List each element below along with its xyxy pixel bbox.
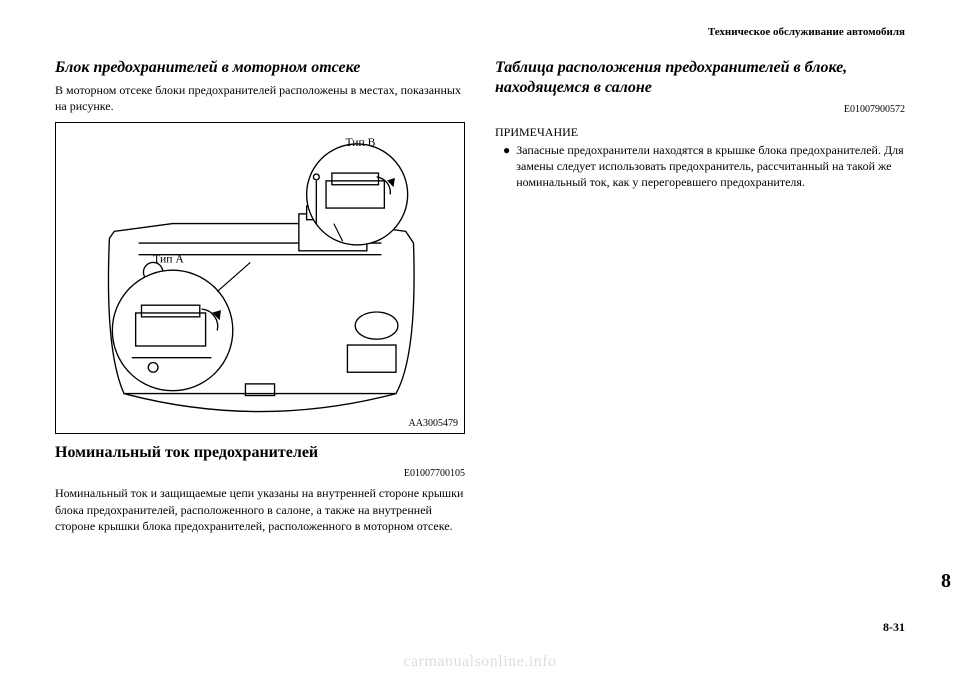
left-doc-id: E01007700105	[55, 468, 465, 479]
left-heading: Блок предохранителей в моторном отсеке	[55, 58, 465, 78]
page-root: Техническое обслуживание автомобиля Блок…	[0, 0, 960, 679]
page-number: 8-31	[883, 620, 905, 635]
note-item: ● Запасные предохранители находятся в кр…	[495, 142, 905, 191]
note-title: ПРИМЕЧАНИЕ	[495, 125, 905, 140]
right-column: Таблица расположения предохранителей в б…	[495, 58, 905, 534]
right-heading: Таблица расположения предохранителей в б…	[495, 58, 905, 98]
left-column: Блок предохранителей в моторном отсеке В…	[55, 58, 465, 534]
running-header: Техническое обслуживание автомобиля	[708, 26, 905, 38]
figure-label-b: Тип B	[345, 136, 375, 149]
left-subheading: Номинальный ток предохранителей	[55, 444, 465, 462]
engine-bay-svg: Тип B	[56, 123, 464, 433]
bullet-icon: ●	[503, 142, 510, 191]
right-doc-id: E01007900572	[495, 104, 905, 115]
chapter-tab: 8	[932, 561, 960, 601]
two-column-layout: Блок предохранителей в моторном отсеке В…	[55, 58, 905, 534]
figure-image-id: AA3005479	[409, 418, 458, 429]
left-intro-text: В моторном отсеке блоки предохранителей …	[55, 82, 465, 114]
engine-bay-figure: Тип B	[55, 122, 465, 434]
watermark-text: carmanualsonline.info	[0, 653, 960, 671]
note-text: Запасные предохранители находятся в крыш…	[516, 142, 905, 191]
left-body-text: Номинальный ток и защищаемые цепи указан…	[55, 485, 465, 534]
figure-label-a: Тип A	[153, 253, 184, 266]
